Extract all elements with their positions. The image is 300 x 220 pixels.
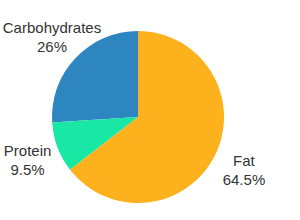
pie <box>52 31 224 203</box>
value-label: 9.5% <box>11 161 45 178</box>
labels: Carbohydrates 26% Protein 9.5% Fat 64.5% <box>3 19 265 188</box>
category-label: Protein <box>4 142 52 159</box>
category-label: Fat <box>233 152 256 169</box>
chart: Carbohydrates 26% Protein 9.5% Fat 64.5% <box>0 0 300 220</box>
value-label: 64.5% <box>223 171 266 188</box>
category-label: Carbohydrates <box>3 19 101 36</box>
slice <box>70 31 224 203</box>
value-label: 26% <box>37 38 67 55</box>
